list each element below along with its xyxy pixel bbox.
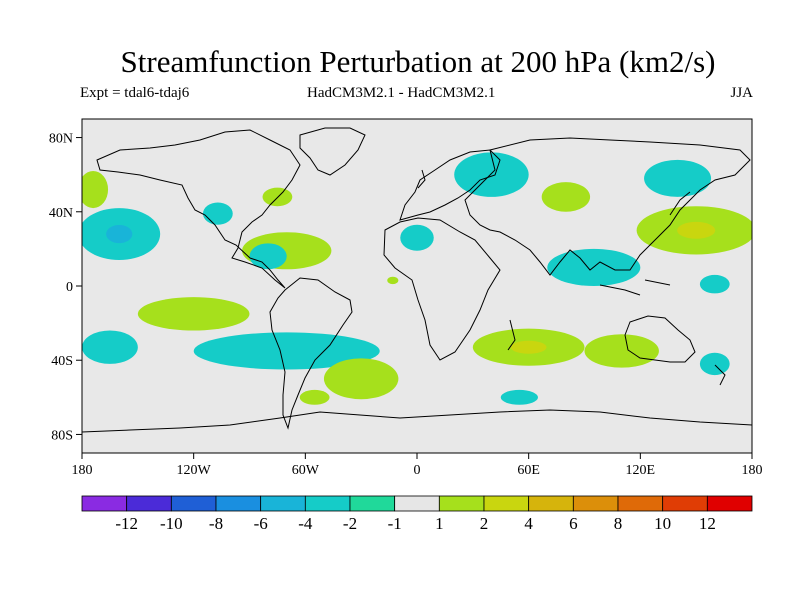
coast-asia	[464, 137, 751, 276]
anomaly-14	[82, 330, 138, 364]
colorbar-swatch-9	[483, 495, 530, 512]
colorbar-label-1: -10	[160, 514, 183, 533]
colorbar-label-4: -4	[298, 514, 313, 533]
coast-australia	[624, 315, 696, 363]
anomaly-21	[500, 389, 538, 405]
colorbar: -12 -10 -8 -6 -4 -2 -1 1 2 4 6 8 10 12	[81, 495, 753, 533]
anomaly-3	[202, 202, 233, 225]
colorbar-label-7: 1	[435, 514, 444, 533]
colorbar-swatch-6	[349, 495, 396, 512]
anomaly-16	[323, 358, 399, 400]
colorbar-label-12: 10	[654, 514, 671, 533]
map-background	[82, 119, 752, 453]
anomaly-22	[387, 276, 399, 285]
colorbar-label-8: 2	[480, 514, 489, 533]
colorbar-label-6: -1	[388, 514, 402, 533]
anomaly-core-0	[106, 224, 133, 244]
colorbar-label-11: 8	[614, 514, 623, 533]
page-title: Streamfunction Perturbation at 200 hPa (…	[120, 44, 716, 79]
coast-islands	[417, 169, 726, 386]
lon-tick-label-5: 120E	[626, 463, 656, 478]
lon-tick-label-4: 60E	[517, 463, 540, 478]
colorbar-label-2: -8	[209, 514, 223, 533]
colorbar-label-9: 4	[524, 514, 533, 533]
anomaly-layer	[82, 152, 752, 405]
anomaly-core-10	[677, 221, 716, 239]
anomaly-20	[299, 389, 330, 405]
colorbar-swatch-4	[260, 495, 306, 512]
colorbar-swatch-11	[572, 495, 619, 512]
anomaly-15	[193, 332, 380, 370]
colorbar-swatch-3	[215, 495, 262, 512]
anomaly-19	[699, 352, 730, 376]
lon-tick-label-6: 180	[742, 463, 763, 478]
colorbar-swatch-0	[81, 495, 128, 512]
anomaly-7	[400, 224, 434, 251]
colorbar-label-3: -6	[254, 514, 268, 533]
lat-tick-label-0: 80N	[49, 132, 73, 147]
anomaly-8	[541, 182, 591, 212]
coast-europe	[399, 149, 501, 221]
coast-antarctica	[82, 409, 752, 433]
colorbar-swatch-8	[438, 495, 485, 512]
colorbar-swatch-1	[126, 495, 172, 512]
coast-north-america	[96, 129, 301, 289]
anomaly-9	[644, 159, 712, 197]
colorbar-swatch-12	[617, 495, 664, 512]
anomaly-18	[584, 334, 659, 368]
lon-tick-label-1: 120W	[177, 463, 212, 478]
axis-ticks: 80N 40N 0 40S 80S 180 120W 60W 0 60E 120E 180	[49, 132, 763, 478]
coast-africa	[383, 217, 501, 361]
colorbar-swatch-7	[394, 495, 440, 512]
colorbar-swatch-14	[706, 495, 753, 512]
anomaly-13	[137, 297, 250, 331]
experiment-label: Expt = tdal6-tdaj6	[80, 85, 190, 101]
coast-south-america	[269, 277, 353, 430]
colorbar-label-10: 6	[569, 514, 578, 533]
colorbar-swatch-13	[662, 495, 708, 512]
lat-tick-label-4: 80S	[51, 428, 73, 443]
coast-greenland	[299, 127, 366, 176]
model-label: HadCM3M2.1 - HadCM3M2.1	[307, 85, 496, 101]
coastlines	[82, 127, 752, 433]
season-label: JJA	[730, 85, 753, 101]
lon-tick-label-0: 180	[72, 463, 93, 478]
colorbar-label-13: 12	[699, 514, 716, 533]
lon-tick-label-2: 60W	[292, 463, 320, 478]
colorbar-label-5: -2	[343, 514, 357, 533]
lat-tick-label-1: 40N	[49, 206, 73, 221]
colorbar-swatch-2	[170, 495, 217, 512]
anomaly-6	[454, 152, 529, 197]
anomaly-5	[249, 243, 287, 270]
anomaly-1	[82, 170, 109, 209]
colorbar-swatch-5	[304, 495, 351, 512]
lon-tick-label-3: 0	[414, 463, 421, 478]
colorbar-swatch-10	[528, 495, 574, 512]
lat-tick-label-3: 40S	[51, 354, 73, 369]
anomaly-12	[699, 274, 730, 294]
lat-tick-label-2: 0	[66, 280, 73, 295]
anomaly-core-17	[510, 340, 547, 354]
colorbar-label-0: -12	[115, 514, 138, 533]
